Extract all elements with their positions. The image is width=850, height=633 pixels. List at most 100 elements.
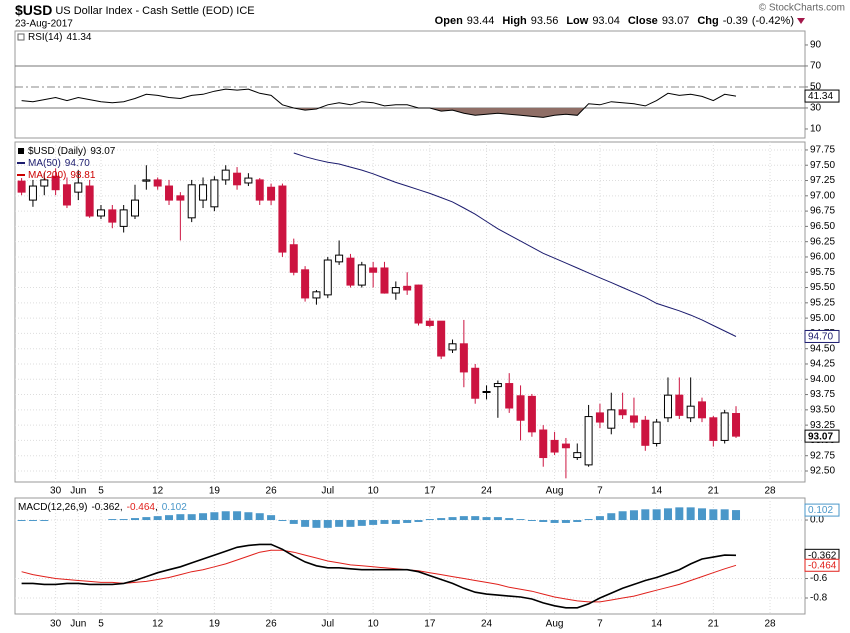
histogram-bar <box>403 520 412 523</box>
candle-body <box>142 179 151 182</box>
legend-value: 94.70 <box>65 158 90 169</box>
histogram-bar <box>675 507 684 521</box>
y-tick-label: 97.75 <box>810 145 835 156</box>
histogram-bar <box>28 520 37 522</box>
moving-average <box>293 152 737 337</box>
histogram-bar <box>369 520 378 525</box>
x-tick-label: 5 <box>98 619 104 630</box>
candle-body <box>278 185 287 253</box>
histogram-bar <box>414 520 423 522</box>
panel-frame <box>14 141 806 483</box>
histogram-bar <box>516 519 525 521</box>
value-box <box>804 503 840 517</box>
candle-body <box>96 209 105 217</box>
y-tick-label: 93.75 <box>810 389 835 400</box>
candle-body <box>471 367 480 399</box>
y-tick-label: 92.50 <box>810 466 835 477</box>
candle-body <box>652 421 661 444</box>
histogram-bar <box>527 520 536 522</box>
x-tick-label: 28 <box>764 486 776 497</box>
y-tick-label: 93.50 <box>810 404 835 415</box>
candle-body <box>709 417 718 441</box>
histogram-bar <box>301 520 310 527</box>
histogram-bar <box>709 509 718 521</box>
candle-body <box>233 172 242 186</box>
x-tick-label: Jun <box>70 619 86 630</box>
candle-body <box>62 184 71 206</box>
x-tick-label: 24 <box>481 619 493 630</box>
histogram-bar <box>686 507 695 521</box>
quote-label: Open <box>435 15 463 27</box>
x-tick-label: 10 <box>368 619 380 630</box>
y-tick-label: 95.75 <box>810 267 835 278</box>
y-tick-label: -0.8 <box>810 593 828 604</box>
y-tick-label: 97.00 <box>810 190 835 201</box>
legend: MACD(12,26,9) -0.362, -0.464, 0.102 <box>18 502 187 513</box>
y-tick-label: 92.75 <box>810 450 835 461</box>
histogram-bar <box>131 518 139 521</box>
quote-line: Open 93.44 High 93.56 Low 93.04 Close 93.07 Chg -… <box>435 15 794 27</box>
legend-icon <box>18 148 24 154</box>
y-tick-label: 94.00 <box>810 374 835 385</box>
histogram-bar <box>40 520 49 522</box>
histogram-bar <box>165 515 174 521</box>
panel-frame <box>14 30 806 139</box>
value-box <box>804 89 840 103</box>
legend-icon <box>17 33 25 41</box>
legend-name: RSI(14) <box>28 32 62 43</box>
legend: MA(200) 98.81 <box>28 170 96 181</box>
candle-body <box>380 267 389 294</box>
histogram-bar <box>108 519 117 521</box>
candle-body <box>312 291 321 299</box>
candle-body <box>720 412 729 441</box>
candle-body <box>210 179 219 208</box>
histogram-bar <box>471 516 480 521</box>
candle-body <box>641 419 650 446</box>
quote-label: Low <box>566 15 588 27</box>
histogram-bar <box>539 520 548 522</box>
histogram-bar <box>595 516 604 521</box>
candle-body <box>414 284 423 324</box>
legend-value: 93.07 <box>90 146 115 157</box>
histogram-bar <box>720 509 729 521</box>
instrument-name: US Dollar Index - Cash Settle (EOD) ICE <box>55 5 254 17</box>
quote-value: 93.07 <box>662 15 690 27</box>
histogram-bar <box>459 516 468 521</box>
y-tick-label: 95.50 <box>810 282 835 293</box>
histogram-bar <box>267 515 276 521</box>
candle-body <box>119 209 128 227</box>
legend: $USD (Daily) 93.07 <box>28 146 116 157</box>
x-tick-label: Jul <box>321 619 334 630</box>
histogram-bar <box>493 517 502 521</box>
y-tick-label: 10 <box>810 124 822 135</box>
y-tick-label: 30 <box>810 103 822 114</box>
legend-separator: , <box>155 502 158 513</box>
histogram-bar <box>357 520 366 526</box>
y-tick-label: 97.50 <box>810 160 835 171</box>
panel-frame <box>14 497 806 615</box>
value-box-label: 0.102 <box>808 505 833 516</box>
candle-body <box>187 184 196 219</box>
candle-body <box>527 395 536 433</box>
change-percent: (-0.42%) <box>752 15 794 27</box>
candle-body <box>267 186 276 201</box>
candle-body <box>698 401 706 419</box>
x-tick-label: Jul <box>321 486 334 497</box>
header-title: $USD US Dollar Index - Cash Settle (EOD) … <box>15 2 255 18</box>
histogram-bar <box>289 520 298 524</box>
x-tick-label: 30 <box>50 619 62 630</box>
histogram-bar <box>607 513 616 521</box>
candle-body <box>74 182 83 193</box>
histogram-bar <box>335 520 344 527</box>
histogram-bar <box>584 519 593 521</box>
quote-label: Close <box>628 15 658 27</box>
histogram-bar <box>380 520 389 524</box>
histogram-bar <box>561 520 570 523</box>
histogram-bar <box>176 514 185 521</box>
y-tick-label: 50 <box>810 82 822 93</box>
copyright: © StockCharts.com <box>759 3 845 14</box>
candle-body <box>199 184 208 201</box>
candle-body <box>346 257 355 286</box>
candle-body <box>505 383 514 409</box>
